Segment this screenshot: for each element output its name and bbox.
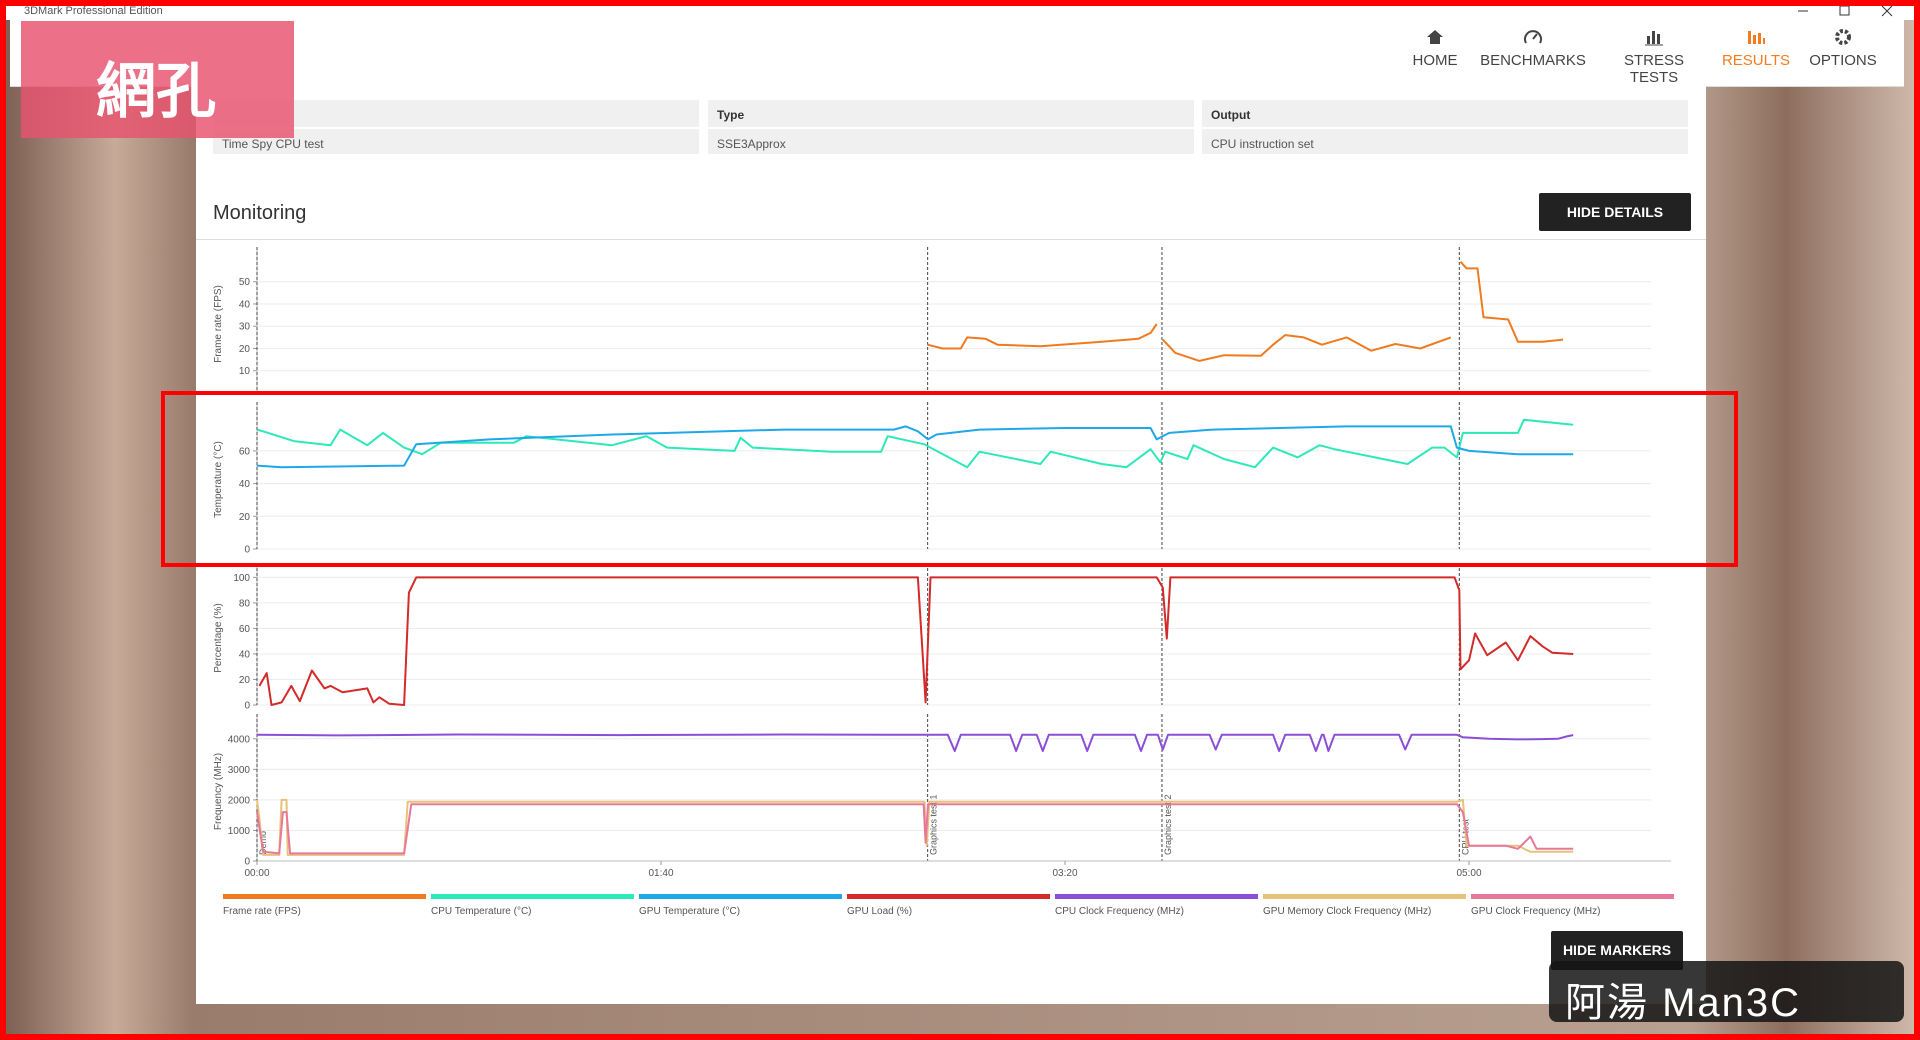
detail-value: CPU instruction set [1202, 129, 1688, 154]
x-tick-label: 05:00 [1456, 868, 1481, 879]
series-line [256, 418, 1574, 469]
series-line [927, 261, 1564, 362]
nav-stress-tests[interactable]: STRESS TESTS [1599, 28, 1709, 86]
y-axis-label: Frame rate (FPS) [213, 285, 224, 363]
detail-value: SSE3Approx [708, 129, 1194, 154]
legend-label: CPU Clock Frequency (MHz) [1055, 906, 1184, 917]
legend-swatch [1055, 894, 1258, 899]
y-tick-label: 100 [233, 573, 250, 584]
nav-label: HOME [1412, 52, 1458, 69]
series-line [256, 798, 1574, 856]
series-line [258, 576, 1574, 706]
y-tick-label: 20 [239, 675, 251, 686]
nav-label: STRESS TESTS [1623, 52, 1684, 86]
y-axis-label: Frequency (MHz) [213, 753, 224, 830]
hide-details-button[interactable]: HIDE DETAILS [1539, 193, 1691, 231]
y-tick-label: 60 [239, 446, 251, 457]
series-line [256, 803, 1574, 855]
legend-label: GPU Clock Frequency (MHz) [1471, 906, 1600, 917]
detail-header: Output [1202, 100, 1688, 127]
legend-swatch [1263, 894, 1466, 899]
legend-swatch [639, 894, 842, 899]
legend-label: GPU Temperature (°C) [639, 906, 740, 917]
legend-swatch [223, 894, 426, 899]
legend-label: Frame rate (FPS) [223, 906, 301, 917]
icon [1835, 29, 1851, 45]
y-tick-label: 20 [239, 512, 251, 523]
y-tick-label: 30 [239, 322, 251, 333]
detail-header-text: Type [717, 108, 745, 122]
highlight-box [161, 391, 1738, 567]
legend-swatch [1471, 894, 1674, 899]
y-tick-label: 40 [239, 299, 251, 310]
y-tick-label: 0 [244, 701, 250, 712]
icon [1524, 30, 1542, 44]
nav-benchmarks[interactable]: BENCHMARKS [1478, 28, 1588, 69]
detail-value: Time Spy CPU test [213, 129, 699, 154]
window-controls[interactable] [1790, 4, 1910, 18]
series-line [256, 425, 1574, 469]
y-tick-label: 80 [239, 598, 251, 609]
x-tick-label: 03:20 [1052, 868, 1077, 879]
overlay-text: 網孔 [96, 58, 216, 125]
detail-header: Type [708, 100, 1194, 127]
y-tick-label: 4000 [228, 734, 251, 745]
icon [1645, 31, 1663, 46]
separator [196, 239, 1706, 240]
y-axis-label: Temperature (°C) [213, 441, 224, 518]
y-tick-label: 40 [239, 649, 251, 660]
y-tick-label: 60 [239, 624, 251, 635]
icon [1748, 31, 1765, 44]
legend-label: GPU Memory Clock Frequency (MHz) [1263, 906, 1431, 917]
legend-swatch [847, 894, 1050, 899]
marker-label: Graphics test 2 [1163, 794, 1173, 855]
y-tick-label: 0 [244, 545, 250, 556]
y-tick-label: 20 [239, 344, 251, 355]
watermark-text: 阿湯 Man3C [1565, 981, 1802, 1025]
legend-label: CPU Temperature (°C) [431, 906, 532, 917]
nav-label: BENCHMARKS [1480, 52, 1586, 69]
marker-label: Demo [258, 831, 268, 855]
top-nav: HOME BENCHMARKS STRESS TESTS RESULTS OPT… [10, 20, 1904, 87]
nav-label: OPTIONS [1809, 52, 1877, 69]
series-line [256, 733, 1574, 752]
y-tick-label: 2000 [228, 795, 251, 806]
x-tick-label: 01:40 [648, 868, 673, 879]
x-tick-label: 00:00 [244, 868, 269, 879]
legend-swatch [431, 894, 634, 899]
y-tick-label: 1000 [228, 826, 251, 837]
detail-text: SSE3Approx [717, 137, 786, 151]
nav-options[interactable]: OPTIONS [1788, 28, 1898, 69]
legend-label: GPU Load (%) [847, 906, 912, 917]
y-tick-label: 3000 [228, 765, 251, 776]
y-tick-label: 40 [239, 479, 251, 490]
detail-text: CPU instruction set [1211, 137, 1314, 151]
nav-home[interactable]: HOME [1380, 28, 1490, 69]
window-title: 3DMark Professional Edition [24, 5, 163, 17]
y-tick-label: 50 [239, 277, 251, 288]
y-tick-label: 0 [244, 857, 250, 868]
overlay-label: 網孔 [21, 21, 294, 138]
detail-header-text: Output [1211, 108, 1251, 122]
hide-markers-button[interactable]: HIDE MARKERS [1551, 931, 1683, 970]
marker-label: Graphics test 1 [929, 794, 939, 855]
detail-text: Time Spy CPU test [222, 137, 324, 151]
nav-label: RESULTS [1721, 52, 1791, 69]
y-axis-label: Percentage (%) [213, 603, 224, 672]
y-tick-label: 10 [239, 366, 251, 377]
watermark: 阿湯 Man3C [1549, 961, 1904, 1025]
nav-results[interactable]: RESULTS [1701, 28, 1811, 69]
icon [1427, 30, 1443, 44]
section-title: Monitoring [213, 202, 307, 224]
detail-header [213, 100, 699, 127]
